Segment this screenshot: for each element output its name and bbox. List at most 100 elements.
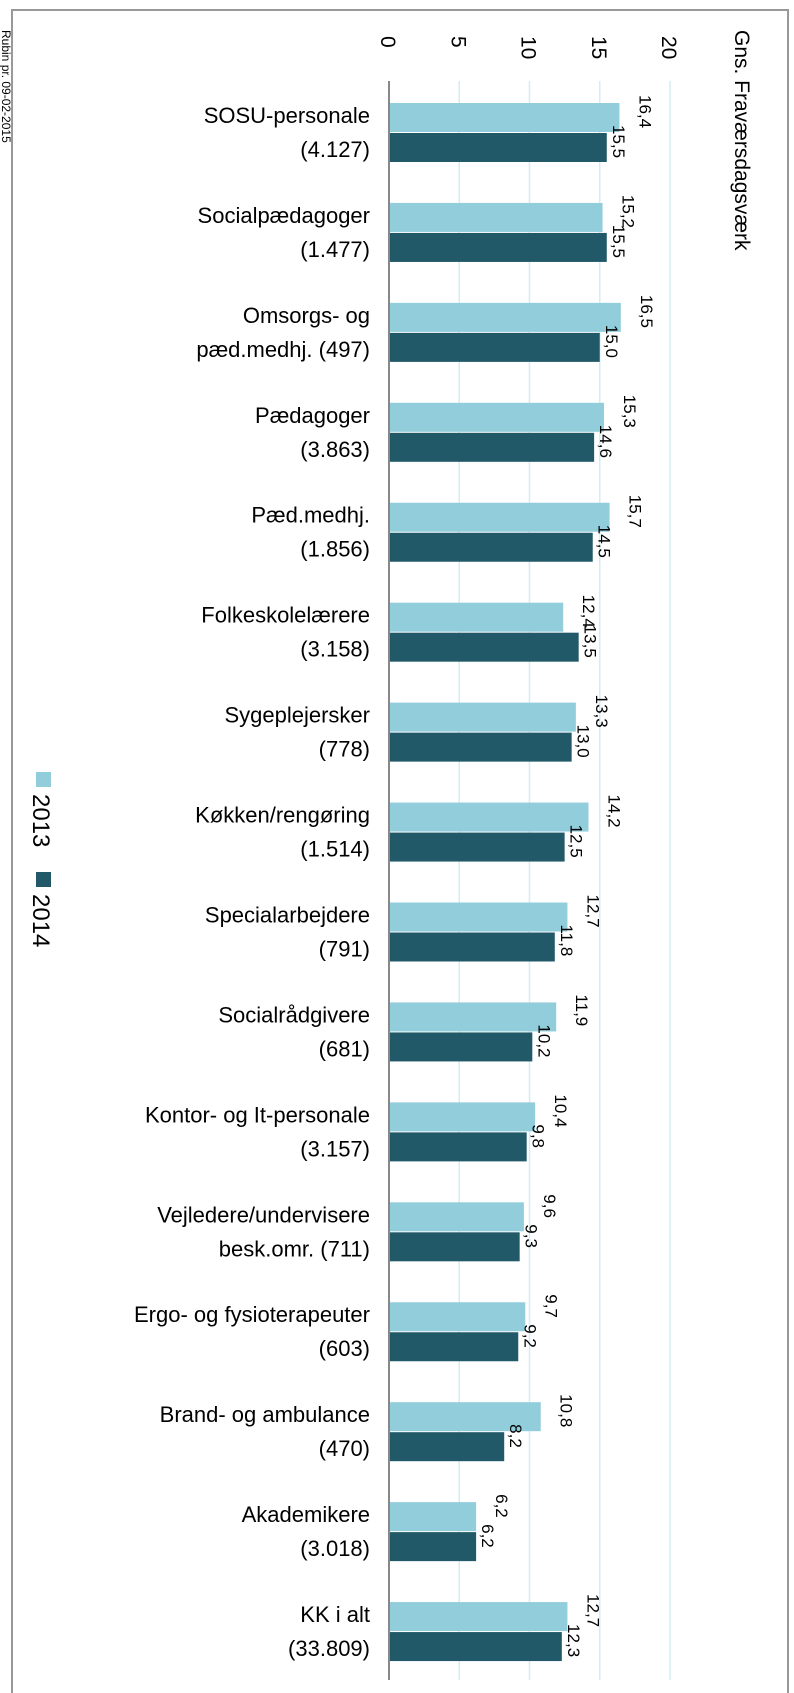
value-label: 13,3 (592, 695, 611, 728)
value-label: 15,2 (619, 195, 638, 228)
bar (389, 1102, 536, 1132)
bar (389, 1332, 519, 1362)
bar (389, 103, 620, 132)
value-label: 15,5 (609, 125, 628, 158)
y-tick-label: (681) (319, 1036, 370, 1061)
bar (389, 402, 604, 432)
bar (389, 802, 589, 832)
bar (389, 702, 576, 732)
y-tick-label: Kontor- og It-personale (145, 1102, 370, 1127)
bar (389, 1502, 477, 1532)
y-tick-label: Folkeskolelærere (201, 603, 370, 628)
y-tick-label: Køkken/rengøring (195, 803, 370, 828)
value-label: 14,2 (605, 795, 624, 828)
value-label: 12,5 (567, 825, 586, 858)
y-tick-label: (33.809) (288, 1636, 370, 1661)
bar (389, 532, 593, 562)
bar (389, 1002, 557, 1032)
value-label: 14,6 (596, 425, 615, 458)
bar (389, 732, 572, 762)
y-tick-label: (603) (319, 1336, 370, 1361)
y-tick-label: Specialarbejdere (205, 902, 370, 927)
y-tick-label: (778) (319, 737, 370, 762)
y-tick-label: Sygeplejersker (224, 703, 370, 728)
y-tick-label: (1.514) (300, 837, 370, 862)
value-label: 12,7 (583, 895, 602, 928)
bar (389, 1632, 562, 1662)
bar (389, 1532, 477, 1562)
y-tick-label: (3.863) (300, 437, 370, 462)
x-tick-label: 10 (517, 36, 540, 59)
bar (389, 632, 579, 662)
bar (389, 1232, 520, 1262)
x-tick-label: 20 (657, 36, 680, 59)
value-label: 15,7 (626, 495, 645, 528)
value-label: 16,5 (637, 295, 656, 328)
y-tick-label: Akademikere (242, 1502, 370, 1527)
y-tick-label: (1.477) (300, 237, 370, 262)
bar (389, 602, 564, 632)
bar (389, 932, 555, 962)
value-label: 11,9 (572, 994, 591, 1026)
x-tick-label: 5 (446, 36, 469, 48)
bar (389, 432, 595, 462)
y-tick-label: pæd.medhj. (497) (196, 337, 370, 362)
bar (389, 202, 603, 232)
value-label: 15,0 (602, 325, 621, 358)
axis-title: Gns. Fraværsdagsværk (730, 30, 753, 251)
y-tick-label: Socialpædagoger (198, 203, 370, 228)
y-tick-label: Pædagoger (255, 403, 370, 428)
y-tick-label: Brand- og ambulance (160, 1402, 370, 1427)
y-tick-label: (3.018) (300, 1536, 370, 1561)
bar (389, 1132, 527, 1162)
value-label: 13,5 (581, 625, 600, 658)
value-label: 10,4 (551, 1094, 570, 1127)
bar (389, 502, 610, 532)
bar (389, 1302, 526, 1332)
y-tick-label: (4.127) (300, 137, 370, 162)
value-label: 9,2 (520, 1324, 539, 1348)
y-tick-label: (791) (319, 936, 370, 961)
value-label: 6,2 (492, 1494, 511, 1518)
value-label: 14,5 (595, 525, 614, 558)
y-tick-label: (470) (319, 1436, 370, 1461)
value-label: 16,4 (635, 95, 654, 128)
footnote: Rubin pr. 09-02-2015 (0, 30, 13, 143)
value-label: 9,6 (540, 1194, 559, 1218)
bar (389, 1432, 505, 1462)
y-tick-label: SOSU-personale (204, 103, 370, 128)
y-tick-label: (3.158) (300, 637, 370, 662)
bar (389, 232, 607, 262)
bar (389, 133, 607, 162)
legend-swatch (36, 772, 51, 787)
value-label: 9,7 (541, 1294, 560, 1318)
value-label: 13,0 (574, 725, 593, 758)
bar (389, 302, 621, 332)
bar (389, 832, 565, 862)
y-tick-label: KK i alt (300, 1602, 370, 1627)
x-tick-label: 0 (376, 36, 399, 48)
y-tick-label: Omsorgs- og (243, 303, 370, 328)
value-label: 12,3 (564, 1624, 583, 1657)
value-label: 8,2 (506, 1424, 525, 1448)
y-tick-label: Socialrådgivere (218, 1002, 370, 1027)
value-label: 9,3 (522, 1224, 541, 1248)
value-label: 12,4 (579, 595, 598, 628)
y-tick-label: Pæd.medhj. (251, 503, 370, 528)
value-label: 6,2 (478, 1524, 497, 1548)
value-label: 10,2 (534, 1024, 553, 1057)
bar (389, 902, 568, 932)
y-tick-label: Ergo- og fysioterapeuter (134, 1302, 370, 1327)
y-tick-label: Vejledere/undervisere (157, 1202, 370, 1227)
value-label: 15,3 (620, 395, 639, 428)
legend-label: 2014 (27, 894, 54, 947)
bar (389, 1402, 541, 1432)
bar (389, 332, 600, 362)
legend-label: 2013 (27, 794, 54, 847)
x-tick-label: 15 (587, 36, 610, 59)
bar (389, 1032, 533, 1062)
value-label: 11,8 (557, 925, 576, 957)
value-label: 15,5 (609, 225, 628, 258)
bar (389, 1202, 524, 1232)
